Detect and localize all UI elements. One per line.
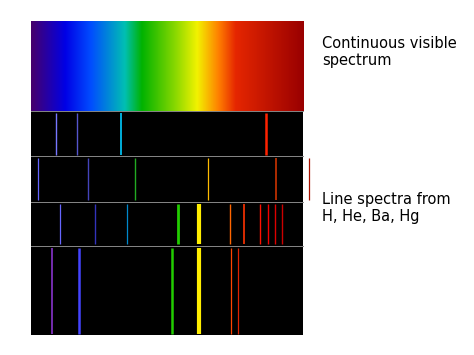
Bar: [31, 21, 303, 335]
Text: Continuous visible
spectrum: Continuous visible spectrum: [322, 36, 457, 68]
Text: Line spectra from
H, He, Ba, Hg: Line spectra from H, He, Ba, Hg: [322, 192, 451, 224]
